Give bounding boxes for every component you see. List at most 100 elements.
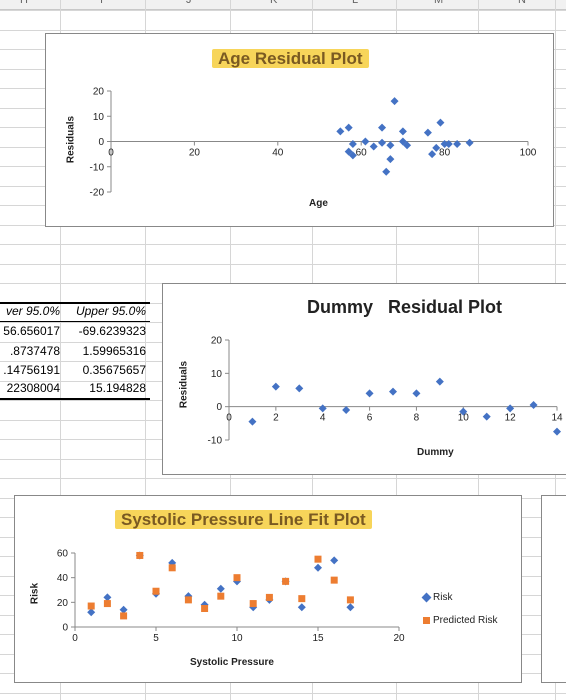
table-header-lower[interactable]: ver 95.0% [5,304,60,318]
x-tick-label: 0 [108,148,114,159]
x-tick-label: 14 [551,413,563,424]
chart-title-text: Age Residual Plot [212,49,369,68]
table-header-border [0,321,150,322]
y-tick-label: 60 [57,549,69,560]
data-point [119,605,128,614]
table-cell[interactable]: -69.6239323 [78,324,146,338]
x-tick-label: 0 [226,413,232,424]
data-point [361,137,370,146]
data-point [348,140,357,149]
table-cell[interactable]: .8737478 [9,344,60,358]
data-point-predicted [217,592,225,600]
data-point-predicted [330,576,338,584]
x-tick-label: 10 [231,633,243,644]
data-point [314,563,322,572]
x-tick-label: 20 [189,148,201,159]
x-tick-label: 5 [153,633,159,644]
data-point-predicted [201,605,209,612]
legend-label: Risk [433,592,453,603]
chart-title: Systolic Pressure Line Fit Plot [115,510,372,530]
data-point [453,140,462,149]
data-point [444,140,453,149]
data-point-predicted [103,600,111,608]
x-axis-label: Dummy [417,447,454,458]
column-header-l[interactable]: L [352,0,359,6]
diamond-marker-icon [421,592,432,603]
data-point [403,141,412,150]
y-tick-label: -10 [90,162,105,173]
data-point-predicted [265,593,273,601]
x-tick-label: 40 [272,148,284,159]
data-point-predicted [136,551,144,559]
data-point [344,123,353,132]
y-tick-label: -20 [90,188,105,199]
data-point [103,593,112,602]
data-point [297,603,306,612]
data-point [386,141,395,150]
data-point [435,377,444,386]
column-header-n[interactable]: N [518,0,526,6]
column-header-bar[interactable]: H I J K L M N [0,0,566,10]
data-point [330,556,339,565]
data-point-predicted [282,577,290,585]
y-axis-label: Residuals [178,360,190,409]
x-axis-label: Systolic Pressure [190,657,274,668]
data-point [369,142,378,151]
y-tick-label: 20 [93,87,105,98]
systolic-pressure-line-fit-chart[interactable]: 0 20 40 60 0 5 10 15 20 Systolic Pressure Line F… [14,495,522,683]
data-point [168,558,177,567]
column-header-k[interactable]: K [270,0,278,6]
table-top-border [0,302,150,304]
table-cell[interactable]: 56.656017 [3,324,60,338]
systolic-pressure-plot-area: 0 20 40 60 0 5 10 15 20 [57,549,405,645]
data-point [336,127,345,136]
table-cell[interactable]: 1.59965316 [82,344,146,358]
data-point-predicted [168,564,176,572]
age-residual-chart[interactable]: -20 -10 0 10 20 0 20 40 60 80 100 Age Residual Plo… [45,33,554,227]
legend-item-risk: Risk [421,592,453,603]
data-point [365,389,374,398]
table-cell[interactable]: 22308004 [6,381,60,395]
data-point [184,592,193,601]
x-tick-label: 6 [367,413,373,424]
table-cell[interactable]: 15.194828 [89,381,146,395]
y-tick-label: 0 [62,623,68,634]
data-point [553,427,561,436]
dummy-residual-chart[interactable]: -10 0 10 20 0 2 4 6 8 10 12 14 Dummy Residual Plot … [162,283,566,475]
x-tick-label: 10 [458,413,470,424]
data-point-predicted [314,555,322,563]
data-point [248,417,257,426]
y-tick-label: 10 [211,369,223,380]
column-header-j[interactable]: J [186,0,192,6]
table-header-row: ver 95.0% Upper 95.0% [0,304,150,324]
data-point [436,118,445,127]
y-tick-label: 20 [211,336,223,347]
x-tick-label: 4 [320,413,326,424]
data-point [506,404,515,413]
x-tick-label: 100 [520,148,537,159]
column-header-h[interactable]: H [20,0,28,6]
data-point [378,123,387,132]
chart-title: Dummy Residual Plot [307,297,503,317]
square-marker-icon [423,616,430,624]
data-point-predicted [120,612,128,620]
x-tick-label: 8 [414,413,420,424]
x-tick-label: 20 [393,633,405,644]
data-point [465,138,474,147]
y-tick-label: 10 [93,112,105,123]
partial-chart[interactable] [541,495,566,683]
table-header-upper[interactable]: Upper 95.0% [75,304,146,318]
y-tick-label: 20 [57,598,69,609]
data-point [87,608,96,617]
table-cell[interactable]: 0.35675657 [82,363,146,377]
data-point [529,401,538,409]
column-header-m[interactable]: M [434,0,444,6]
data-point [346,603,355,612]
y-axis-label: Risk [29,582,41,605]
table-cell[interactable]: .14756191 [3,363,60,377]
column-header-i[interactable]: I [100,0,104,6]
data-point [390,97,399,106]
data-point [398,127,407,136]
table-row: .14756191 0.35675657 [0,363,150,383]
data-point-predicted [249,600,257,608]
